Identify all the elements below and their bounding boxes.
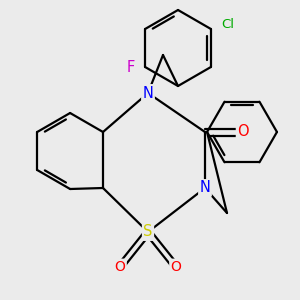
Text: F: F (127, 59, 135, 74)
Text: S: S (143, 224, 153, 239)
Text: N: N (200, 181, 210, 196)
Text: Cl: Cl (221, 17, 234, 31)
Text: N: N (142, 85, 153, 100)
Text: O: O (171, 260, 182, 274)
Text: O: O (237, 124, 249, 140)
Text: O: O (115, 260, 125, 274)
